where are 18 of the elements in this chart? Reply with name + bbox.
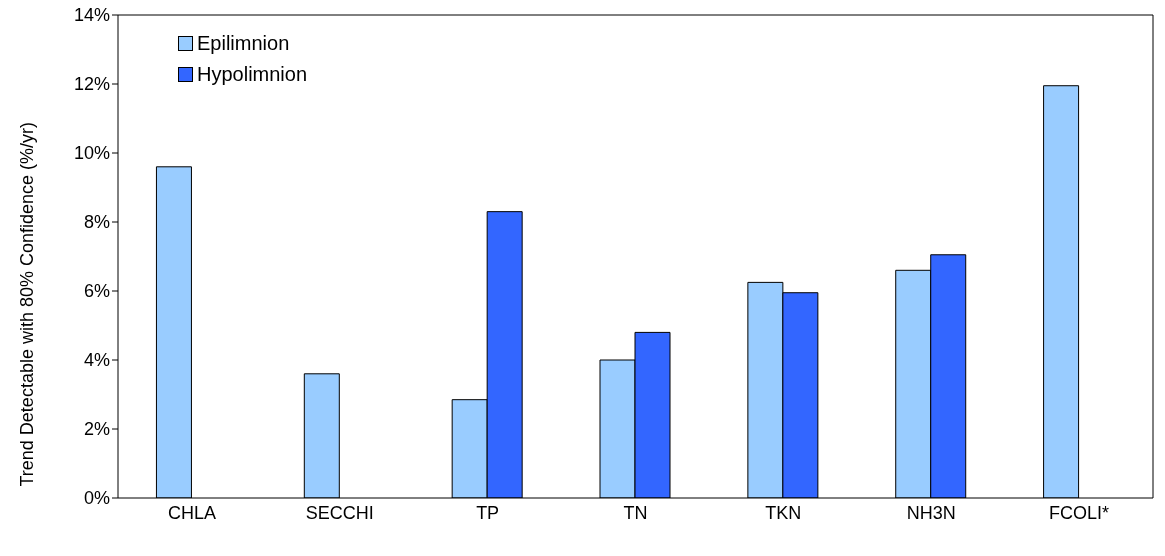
y-tick-label: 12% xyxy=(73,74,110,95)
x-tick-label: TKN xyxy=(765,502,802,523)
x-tick-label: TN xyxy=(623,502,648,523)
y-tick-label: 2% xyxy=(83,419,110,440)
y-tick-label: 0% xyxy=(83,488,110,509)
x-tick-label: CHLA xyxy=(167,502,216,523)
y-tick-label: 14% xyxy=(73,5,110,26)
legend-label: Hypolimnion xyxy=(197,62,308,87)
y-tick-label: 6% xyxy=(83,281,110,302)
y-tick-label: 8% xyxy=(83,212,110,233)
x-tick-label: NH3N xyxy=(906,502,956,523)
legend-label: Epilimnion xyxy=(197,31,290,56)
x-tick-label: FCOLI* xyxy=(1049,502,1110,523)
y-tick-label: 10% xyxy=(73,143,110,164)
x-tick-label: SECCHI xyxy=(305,502,374,523)
y-axis-title: Trend Detectable with 80% Confidence (%/yr) xyxy=(17,122,38,487)
y-tick-label: 4% xyxy=(83,350,110,371)
x-tick-label: TP xyxy=(476,502,500,523)
